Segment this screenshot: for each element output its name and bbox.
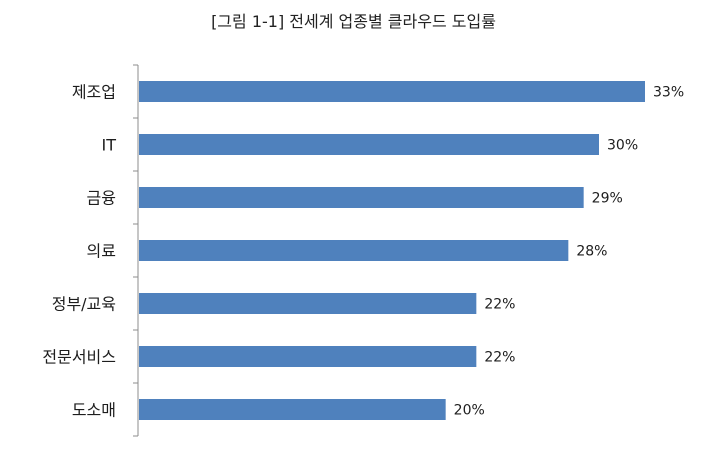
category-label: 도소매	[72, 401, 116, 420]
value-label: 33%	[653, 85, 684, 101]
category-label: 정부/교육	[52, 295, 116, 314]
value-label: 20%	[454, 403, 485, 419]
category-label: 금융	[87, 189, 116, 208]
value-label: 28%	[576, 244, 607, 260]
value-label: 22%	[484, 297, 515, 313]
bar	[139, 346, 477, 367]
category-label: IT	[102, 136, 117, 155]
bar	[139, 134, 599, 155]
chart-title: [그림 1-1] 전세계 업종별 클라우드 도입률	[211, 12, 496, 31]
bar	[139, 293, 477, 314]
bar	[139, 399, 446, 420]
bar	[139, 81, 645, 102]
category-label: 제조업	[72, 83, 116, 102]
bar	[139, 240, 569, 261]
value-label: 30%	[607, 138, 638, 154]
category-label: 의료	[87, 242, 116, 261]
category-label: 전문서비스	[42, 348, 116, 367]
value-label: 22%	[484, 350, 515, 366]
value-label: 29%	[592, 191, 623, 207]
bar	[139, 187, 584, 208]
